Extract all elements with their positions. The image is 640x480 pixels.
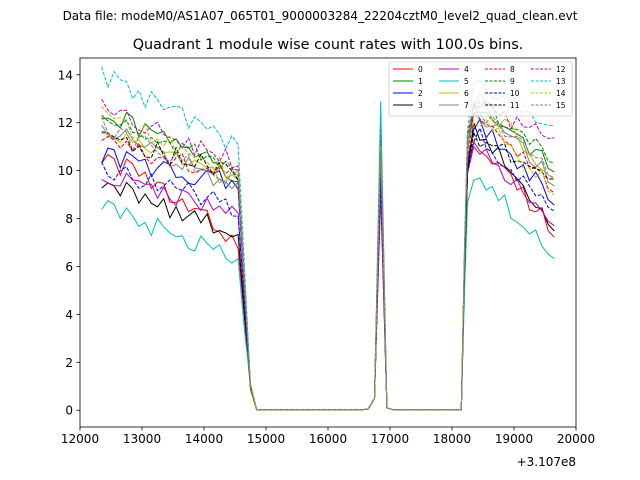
series-line-15 <box>101 99 555 411</box>
series-line-8 <box>101 112 555 411</box>
legend-label-1: 1 <box>418 77 423 86</box>
legend-label-10: 10 <box>510 89 520 98</box>
figure-suptitle: Data file: modeM0/AS1A07_065T01_90000032… <box>63 9 578 23</box>
x-tick-label: 19000 <box>495 432 533 446</box>
series-line-9 <box>101 101 555 411</box>
legend-label-12: 12 <box>556 65 566 74</box>
x-axis-offset-label: +3.107e8 <box>517 455 576 469</box>
y-tick-label: 14 <box>58 68 73 82</box>
legend-label-2: 2 <box>418 89 423 98</box>
y-tick-label: 12 <box>58 116 73 130</box>
legend-label-4: 4 <box>464 65 469 74</box>
x-tick-label: 16000 <box>309 432 347 446</box>
y-tick-label: 0 <box>65 404 73 418</box>
x-tick-label: 12000 <box>61 432 99 446</box>
x-tick-label: 13000 <box>123 432 161 446</box>
legend-label-8: 8 <box>510 65 515 74</box>
series-line-13 <box>101 66 555 411</box>
legend-label-14: 14 <box>556 89 566 98</box>
x-tick-label: 17000 <box>371 432 409 446</box>
y-tick-label: 6 <box>65 260 73 274</box>
x-tick-label: 15000 <box>247 432 285 446</box>
y-tick-label: 10 <box>58 164 73 178</box>
series-line-12 <box>101 99 555 411</box>
legend-label-6: 6 <box>464 89 469 98</box>
series-line-2 <box>101 117 555 411</box>
x-tick-label: 20000 <box>557 432 595 446</box>
series-line-10 <box>101 126 555 411</box>
series-line-11 <box>101 130 555 411</box>
x-tick-label: 14000 <box>185 432 223 446</box>
x-tick-label: 18000 <box>433 432 471 446</box>
legend-label-11: 11 <box>510 101 520 110</box>
legend-label-0: 0 <box>418 65 423 74</box>
legend-label-7: 7 <box>464 101 469 110</box>
series-line-5 <box>101 101 555 411</box>
series-line-0 <box>101 140 555 411</box>
plot-area: 12000 13000 14000 15000 16000 17000 18000 19000… <box>58 57 595 446</box>
series-line-14 <box>101 105 555 411</box>
y-tick-label: 8 <box>65 212 73 226</box>
legend-label-15: 15 <box>556 101 566 110</box>
chart-title: Quadrant 1 module wise count rates with … <box>133 37 524 53</box>
legend-label-5: 5 <box>464 77 469 86</box>
series-line-4 <box>101 145 555 411</box>
legend-label-13: 13 <box>556 77 566 86</box>
legend-box <box>388 61 573 117</box>
legend-label-9: 9 <box>510 77 515 86</box>
y-tick-label: 2 <box>65 356 73 370</box>
y-tick-label: 4 <box>65 308 73 322</box>
legend-label-3: 3 <box>418 101 423 110</box>
